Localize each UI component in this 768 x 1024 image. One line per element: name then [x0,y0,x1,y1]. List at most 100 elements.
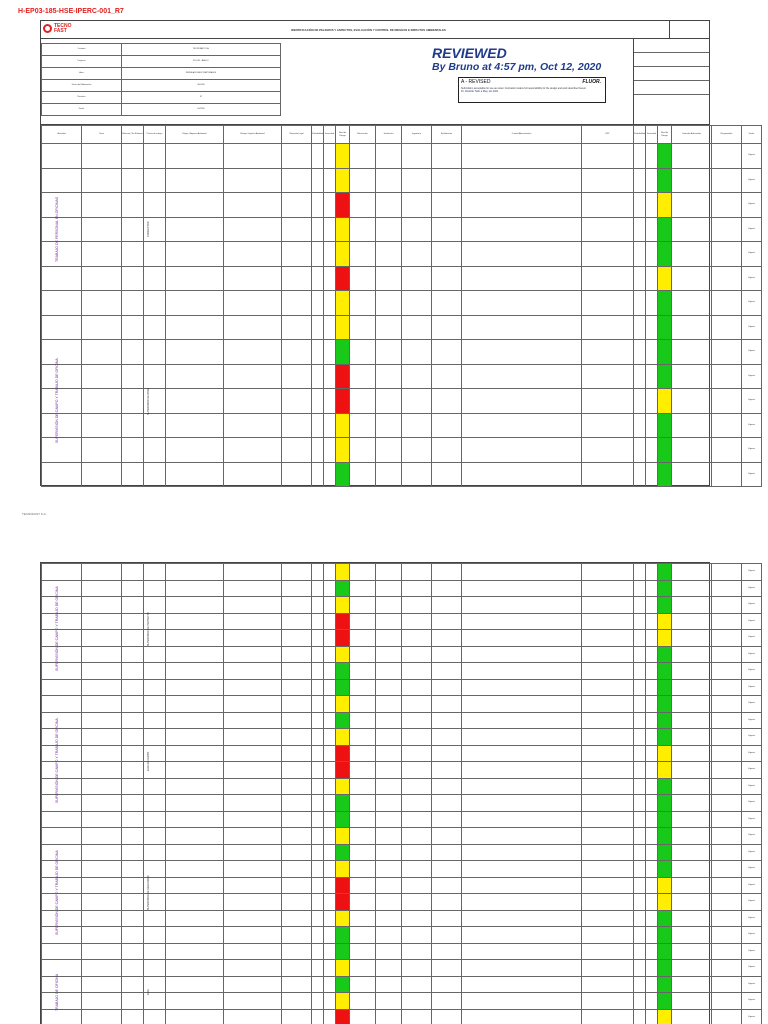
table-cell [223,596,282,614]
table-cell [281,388,312,414]
table-cell [223,695,282,713]
table-cell [349,612,376,630]
risk-level-cell [335,1008,350,1024]
column-header: Requisito Legal [281,125,312,144]
column-header: Nivel de Riesgo [657,125,672,144]
table-cell [633,216,646,242]
risk-level-cell [335,926,350,944]
table-cell [281,629,312,647]
table-cell [81,695,122,713]
table-cell [711,314,742,340]
table-cell [401,909,432,927]
table-cell [81,662,122,680]
table-cell [431,437,462,463]
table-cell [281,893,312,911]
table-cell [645,1008,658,1024]
table-cell [311,412,324,438]
table-cell [165,437,224,463]
table-cell [165,959,224,977]
control-text-cell [461,563,582,581]
table-cell [581,363,634,389]
residual-risk-cell [657,241,672,267]
table-cell [323,843,336,861]
table-cell [671,167,712,193]
table-cell [633,744,646,762]
table-cell [711,893,742,911]
table-cell [223,662,282,680]
table-cell [223,167,282,193]
table-cell [311,761,324,779]
table-cell [223,629,282,647]
control-text-cell [461,975,582,993]
table-cell [281,777,312,795]
table-cell [223,761,282,779]
table-cell [311,975,324,993]
table-cell [431,192,462,218]
table-cell [431,265,462,291]
table-cell [281,314,312,340]
table-cell [81,909,122,927]
column-header: Puesto de trabajo [143,125,166,144]
table-cell [431,167,462,193]
table-cell [633,860,646,878]
column-header: Fecha [741,125,762,144]
table-cell [349,662,376,680]
table-cell [401,437,432,463]
table-cell [349,167,376,193]
table-cell [311,216,324,242]
control-text-cell [461,612,582,630]
table-cell [645,761,658,779]
table-cell [311,876,324,894]
status-cell: Vigente [741,388,762,414]
table-cell [581,794,634,812]
header-info-row: Contrato TECNOFAST S.A. [41,43,281,56]
status-cell: Vigente [741,412,762,438]
stamp-revision: A - REVISED [461,79,491,85]
table-cell [349,777,376,795]
table-cell [323,827,336,845]
table-row: Vigente [41,909,762,927]
table-cell [431,339,462,365]
header-info-value: FLUOR - ANGLO [121,55,281,68]
document-title: IDENTIFICACIÓN DE PELIGROS Y ASPECTOS, E… [291,28,446,32]
column-header: Severidad [645,125,658,144]
residual-risk-cell [657,827,672,845]
table-cell [121,596,144,614]
status-cell: Vigente [741,926,762,944]
status-cell: Vigente [741,728,762,746]
table-cell [633,461,646,487]
table-cell [671,629,712,647]
table-cell [349,843,376,861]
table-cell [711,728,742,746]
table-cell [223,909,282,927]
table-cell [281,992,312,1010]
header-info-label: Revisión [41,91,122,104]
table-cell [121,728,144,746]
table-cell [81,860,122,878]
control-text-cell [461,192,582,218]
table-cell [311,909,324,927]
table-cell [431,926,462,944]
residual-risk-cell [657,143,672,169]
table-cell [581,761,634,779]
table-cell [711,942,742,960]
control-text-cell [461,314,582,340]
header-info-label: Proyecto [41,55,122,68]
table-cell [671,290,712,316]
residual-risk-cell [657,339,672,365]
table-cell [349,942,376,960]
table-cell [311,926,324,944]
table-row: Vigente [41,827,762,845]
table-cell [431,893,462,911]
table-cell [165,810,224,828]
table-cell [323,942,336,960]
table-row: Vigente [41,167,762,193]
table-cell [671,461,712,487]
table-cell [431,596,462,614]
control-text-cell [461,216,582,242]
table-cell [431,579,462,597]
control-text-cell [461,827,582,845]
table-cell [349,810,376,828]
section-role-label: JEFE DE CAMPO [147,751,150,771]
table-cell [81,339,122,365]
